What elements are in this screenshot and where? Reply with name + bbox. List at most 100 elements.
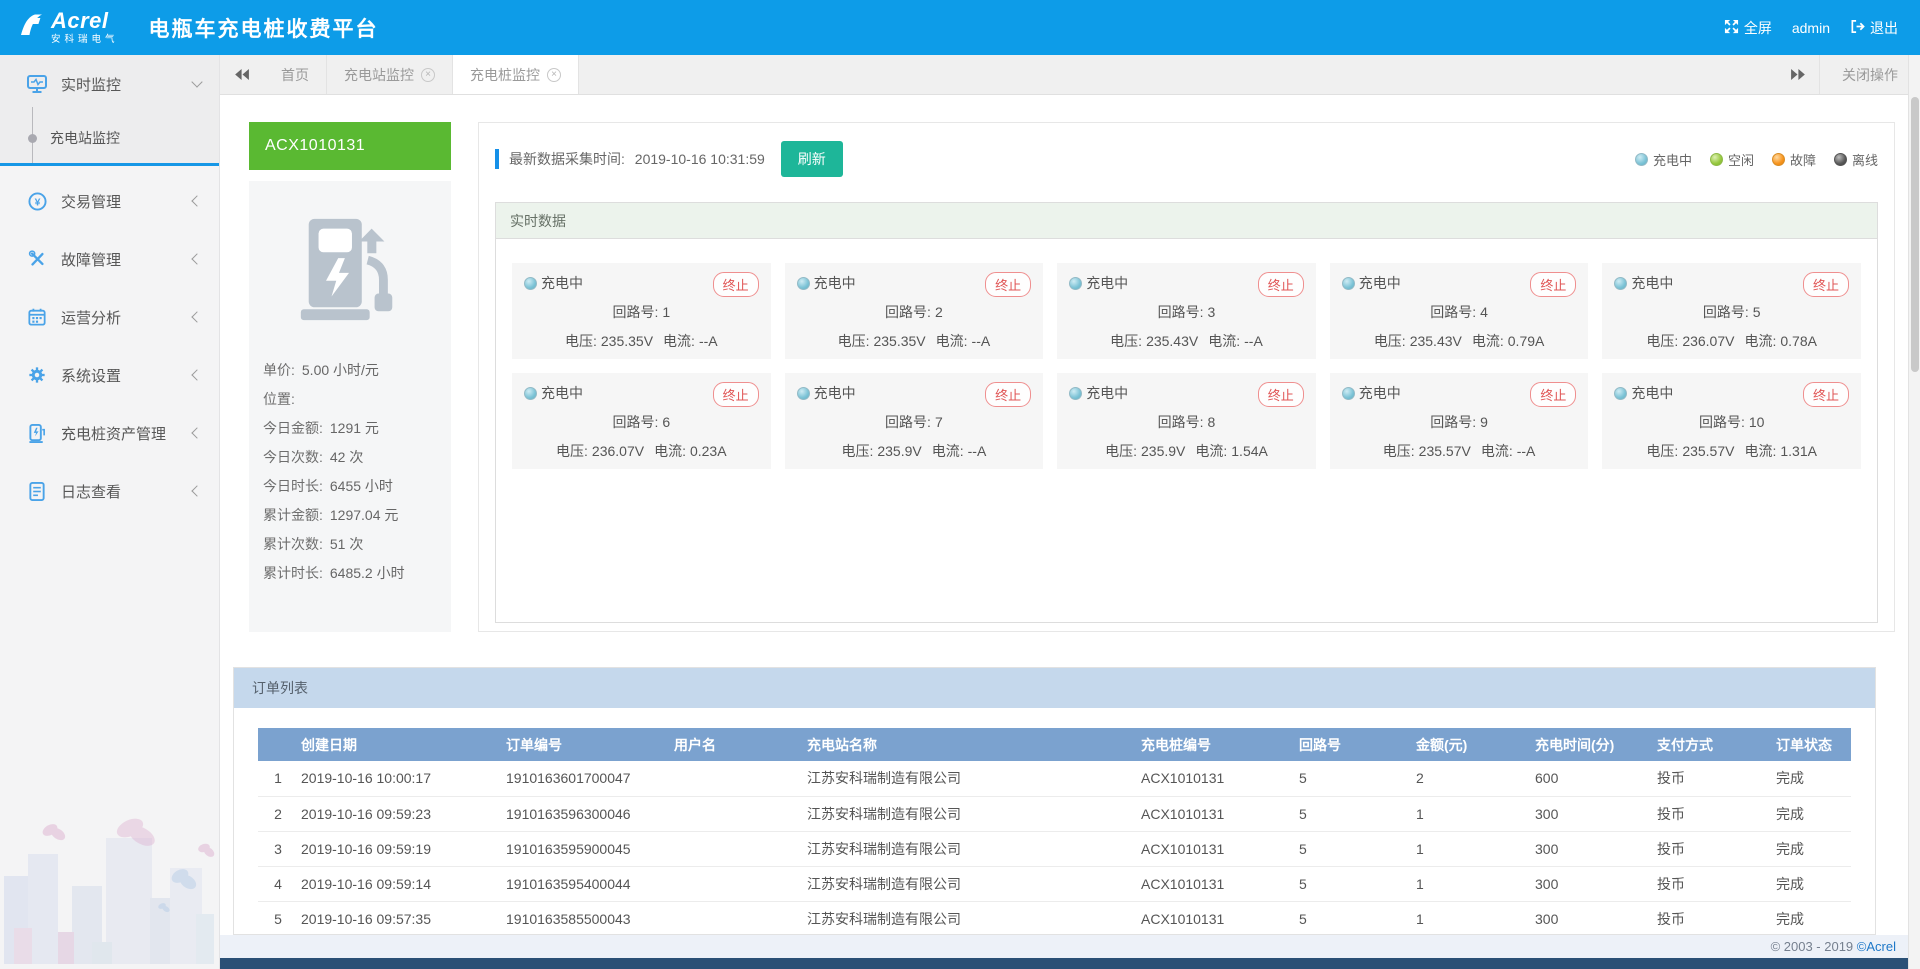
table-row: 4 2019-10-16 09:59:14 1910163595400044 江… <box>258 866 1851 902</box>
circuit-card: 充电中 终止 回路号: 2 电压: 235.35V 电流: --A <box>784 263 1044 359</box>
col-user: 用户名 <box>671 728 804 761</box>
col-station-name: 充电站名称 <box>804 728 1138 761</box>
close-icon[interactable]: × <box>547 67 561 82</box>
fullscreen-button[interactable]: 全屏 <box>1724 18 1772 38</box>
tab-station-monitor[interactable]: 充电站监控 × <box>327 55 453 94</box>
log-document-icon <box>26 481 48 501</box>
chevron-left-icon <box>191 369 203 381</box>
legend-charging: 充电中 <box>1634 150 1692 169</box>
terminate-button[interactable]: 终止 <box>1802 272 1849 297</box>
logout-icon <box>1850 19 1865 37</box>
terminate-button[interactable]: 终止 <box>1802 382 1849 407</box>
transaction-icon: ¥ <box>26 191 48 211</box>
offline-dot-icon <box>1833 152 1847 166</box>
close-operations-button[interactable]: 关闭操作 <box>1819 55 1920 94</box>
terminate-button[interactable]: 终止 <box>1530 272 1577 297</box>
col-charge-minutes: 充电时间(分) <box>1532 728 1654 761</box>
sidebar-item-settings[interactable]: 系统设置 <box>0 346 219 404</box>
terminate-button[interactable]: 终止 <box>712 272 759 297</box>
col-pile-no: 充电桩编号 <box>1138 728 1296 761</box>
legend-fault: 故障 <box>1771 150 1816 169</box>
sidebar-item-station-monitor[interactable]: 充电站监控 <box>0 107 219 163</box>
sidebar-item-realtime-monitor[interactable]: 实时监控 <box>0 55 219 113</box>
sidebar-item-label: 实时监控 <box>61 76 122 94</box>
logout-button[interactable]: 退出 <box>1850 18 1898 38</box>
sidebar-item-faults[interactable]: 故障管理 <box>0 230 219 288</box>
legend-offline: 离线 <box>1833 150 1878 169</box>
settings-gear-icon <box>26 366 48 384</box>
table-row: 3 2019-10-16 09:59:19 1910163595900045 江… <box>258 831 1851 867</box>
sidebar-item-label: 故障管理 <box>61 251 122 269</box>
tabs-scroll-left-button[interactable] <box>220 55 264 94</box>
terminate-button[interactable]: 终止 <box>1530 382 1577 407</box>
stat-location: 位置: <box>263 391 295 407</box>
orders-panel: 订单列表 创建日期 订单编号 用户名 充电站名称 <box>233 667 1876 935</box>
status-legend: 充电中 空闲 故障 离线 <box>1634 150 1878 169</box>
user-menu[interactable]: admin <box>1792 20 1830 36</box>
chevron-left-icon <box>191 427 203 439</box>
sidebar-item-label: 交易管理 <box>61 193 122 211</box>
tabs-scroll-right-button[interactable] <box>1775 55 1819 94</box>
sidebar-item-label: 日志查看 <box>61 483 122 501</box>
circuit-card: 充电中 终止 回路号: 7 电压: 235.9V 电流: --A <box>784 373 1044 469</box>
fault-icon <box>26 250 48 268</box>
sidebar-item-label: 运营分析 <box>61 309 122 327</box>
charging-dot-icon <box>1614 386 1628 400</box>
sidebar-item-logs[interactable]: 日志查看 <box>0 462 219 520</box>
col-order-no: 订单编号 <box>503 728 671 761</box>
realtime-data-panel: 实时数据 充电中 终止 回路号: 1 电压: 235.35V 电流: --A 充电中 终止 … <box>495 202 1878 623</box>
col-pay-method: 支付方式 <box>1654 728 1773 761</box>
chevron-left-icon <box>191 195 203 207</box>
sidebar-item-pile-assets[interactable]: 充电桩资产管理 <box>0 404 219 462</box>
circuit-card: 充电中 终止 回路号: 10 电压: 235.57V 电流: 1.31A <box>1602 373 1861 469</box>
orders-table: 创建日期 订单编号 用户名 充电站名称 充电桩编号 回路号 金额(元) 充电时间… <box>258 728 1851 934</box>
circuit-card: 充电中 终止 回路号: 9 电压: 235.57V 电流: --A <box>1329 373 1589 469</box>
terminate-button[interactable]: 终止 <box>1257 382 1304 407</box>
sidebar-item-analysis[interactable]: 运营分析 <box>0 288 219 346</box>
charging-dot-icon <box>1069 386 1083 400</box>
circuit-card: 充电中 终止 回路号: 4 电压: 235.43V 电流: 0.79A <box>1329 263 1589 359</box>
collect-time: 最新数据采集时间: 2019-10-16 10:31:59 <box>509 151 765 167</box>
fullscreen-label: 全屏 <box>1743 19 1772 36</box>
logo-text: Acrel <box>51 8 109 34</box>
stat-total-amount: 累计金额: 1297.04 元 <box>263 507 399 523</box>
terminate-button[interactable]: 终止 <box>985 272 1032 297</box>
charging-dot-icon <box>1634 152 1648 166</box>
terminate-button[interactable]: 终止 <box>712 382 759 407</box>
charging-dot-icon <box>1341 386 1355 400</box>
stat-total-count: 累计次数: 51 次 <box>263 536 364 552</box>
orders-panel-title: 订单列表 <box>234 668 1875 708</box>
chevron-left-icon <box>191 485 203 497</box>
chevron-left-icon <box>191 311 203 323</box>
tab-home[interactable]: 首页 <box>264 55 327 94</box>
charging-dot-icon <box>796 276 810 290</box>
realtime-data-title: 实时数据 <box>496 203 1877 239</box>
bottom-strip <box>220 958 1920 969</box>
table-row: 5 2019-10-16 09:57:35 1910163585500043 江… <box>258 901 1851 934</box>
tab-pile-monitor[interactable]: 充电桩监控 × <box>453 55 579 94</box>
refresh-button[interactable]: 刷新 <box>780 141 843 177</box>
fault-dot-icon <box>1771 152 1785 166</box>
brand-link[interactable]: ©Acrel <box>1856 939 1896 954</box>
terminate-button[interactable]: 终止 <box>985 382 1032 407</box>
col-amount: 金额(元) <box>1413 728 1532 761</box>
close-icon[interactable]: × <box>421 67 435 82</box>
table-header-row: 创建日期 订单编号 用户名 充电站名称 充电桩编号 回路号 金额(元) 充电时间… <box>258 728 1851 761</box>
sidebar-item-transactions[interactable]: ¥ 交易管理 <box>0 172 219 230</box>
vertical-scrollbar[interactable] <box>1908 55 1920 969</box>
acrel-logo: Acrel 安科瑞电气 <box>18 10 119 45</box>
charging-pile-asset-icon <box>26 423 48 443</box>
idle-dot-icon <box>1709 152 1723 166</box>
scrollbar-thumb[interactable] <box>1911 97 1919 372</box>
legend-idle: 空闲 <box>1709 150 1754 169</box>
stat-total-duration: 累计时长: 6485.2 小时 <box>263 565 405 581</box>
fullscreen-icon <box>1724 19 1739 37</box>
stat-today-amount: 今日金额: 1291 元 <box>263 420 379 436</box>
chevron-left-icon <box>191 253 203 265</box>
app-header: Acrel 安科瑞电气 电瓶车充电桩收费平台 全屏 admin 退出 <box>0 0 1920 55</box>
sidebar-item-label: 充电桩资产管理 <box>61 425 167 443</box>
col-order-status: 订单状态 <box>1773 728 1851 761</box>
stat-unit-price: 单价: 5.00 小时/元 <box>263 362 379 378</box>
terminate-button[interactable]: 终止 <box>1257 272 1304 297</box>
sidebar-subitem-label: 充电站监控 <box>50 130 120 146</box>
